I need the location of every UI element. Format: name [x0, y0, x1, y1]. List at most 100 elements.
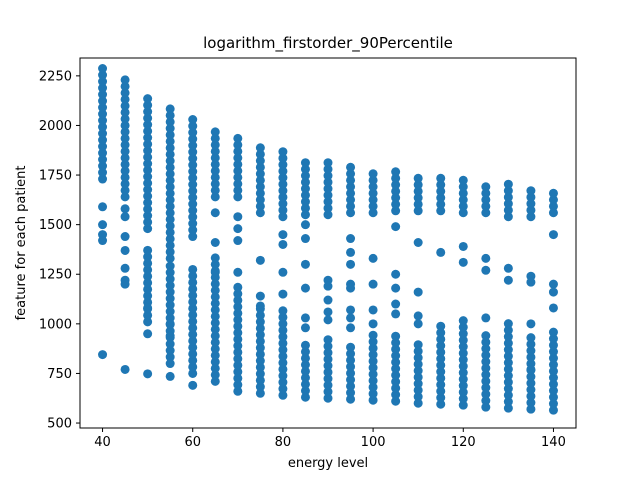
data-point — [391, 396, 401, 406]
data-point — [458, 329, 468, 339]
data-point — [233, 212, 243, 222]
data-point — [436, 380, 446, 390]
data-point — [436, 399, 446, 409]
data-point — [188, 160, 198, 170]
data-point — [98, 129, 108, 139]
data-point — [526, 391, 536, 401]
data-point — [413, 346, 423, 356]
data-point — [458, 355, 468, 365]
data-point — [548, 379, 558, 389]
data-point — [233, 179, 243, 189]
data-point — [548, 373, 558, 383]
data-point — [210, 185, 220, 195]
data-point — [413, 180, 423, 190]
data-point — [120, 364, 130, 374]
data-point — [165, 195, 175, 205]
data-point — [368, 330, 378, 340]
data-point — [165, 240, 175, 250]
data-point — [278, 345, 288, 355]
data-point — [323, 393, 333, 403]
data-point — [165, 117, 175, 127]
data-point — [165, 307, 175, 317]
data-point — [346, 349, 356, 359]
data-point — [526, 186, 536, 196]
data-point — [300, 313, 310, 323]
data-point — [548, 303, 558, 313]
data-point — [120, 114, 130, 124]
data-point — [278, 173, 288, 183]
data-point — [278, 312, 288, 322]
data-point — [143, 278, 153, 288]
data-point — [323, 354, 333, 364]
data-point — [503, 358, 513, 368]
data-point — [278, 319, 288, 329]
data-point — [368, 395, 378, 405]
data-point — [143, 94, 153, 104]
data-point — [323, 361, 333, 371]
data-point — [481, 383, 491, 393]
data-point — [255, 356, 265, 366]
data-point — [346, 368, 356, 378]
data-point — [278, 199, 288, 209]
data-point — [210, 166, 220, 176]
data-point — [233, 224, 243, 234]
data-point — [210, 298, 220, 308]
data-point — [323, 387, 333, 397]
data-point — [503, 351, 513, 361]
data-point — [143, 152, 153, 162]
data-point — [120, 172, 130, 182]
data-point — [143, 172, 153, 182]
data-point — [98, 174, 108, 184]
data-point — [481, 313, 491, 323]
data-point — [255, 388, 265, 398]
data-point — [481, 402, 491, 412]
data-point — [255, 201, 265, 211]
data-point — [481, 195, 491, 205]
data-point — [300, 373, 310, 383]
data-point — [255, 162, 265, 172]
data-point — [120, 101, 130, 111]
data-point — [548, 195, 558, 205]
data-point — [391, 167, 401, 177]
data-point — [278, 351, 288, 361]
data-point — [143, 204, 153, 214]
data-point — [458, 348, 468, 358]
data-point — [481, 331, 491, 341]
data-point — [413, 379, 423, 389]
data-point — [436, 341, 446, 351]
data-point — [210, 331, 220, 341]
data-point — [188, 342, 198, 352]
data-point — [120, 127, 130, 137]
data-point — [346, 375, 356, 385]
data-point — [143, 310, 153, 320]
data-point — [143, 120, 153, 130]
x-axis-label: energy level — [288, 456, 368, 471]
data-point — [255, 336, 265, 346]
data-point — [120, 120, 130, 130]
data-point — [526, 212, 536, 222]
data-point — [526, 398, 536, 408]
data-point — [526, 333, 536, 343]
data-point — [143, 317, 153, 327]
data-point — [143, 126, 153, 136]
data-point — [278, 289, 288, 299]
data-point — [503, 390, 513, 400]
data-point — [98, 70, 108, 80]
data-point — [143, 329, 153, 339]
data-point — [165, 136, 175, 146]
data-point — [120, 146, 130, 156]
data-point — [165, 110, 175, 120]
data-point — [436, 334, 446, 344]
data-point — [300, 197, 310, 207]
data-point — [233, 386, 243, 396]
data-point — [143, 291, 153, 301]
data-point — [188, 128, 198, 138]
data-point — [526, 378, 536, 388]
data-point — [481, 188, 491, 198]
data-point — [368, 305, 378, 315]
data-point — [210, 146, 220, 156]
data-point — [143, 165, 153, 175]
data-point — [526, 339, 536, 349]
data-point — [481, 357, 491, 367]
